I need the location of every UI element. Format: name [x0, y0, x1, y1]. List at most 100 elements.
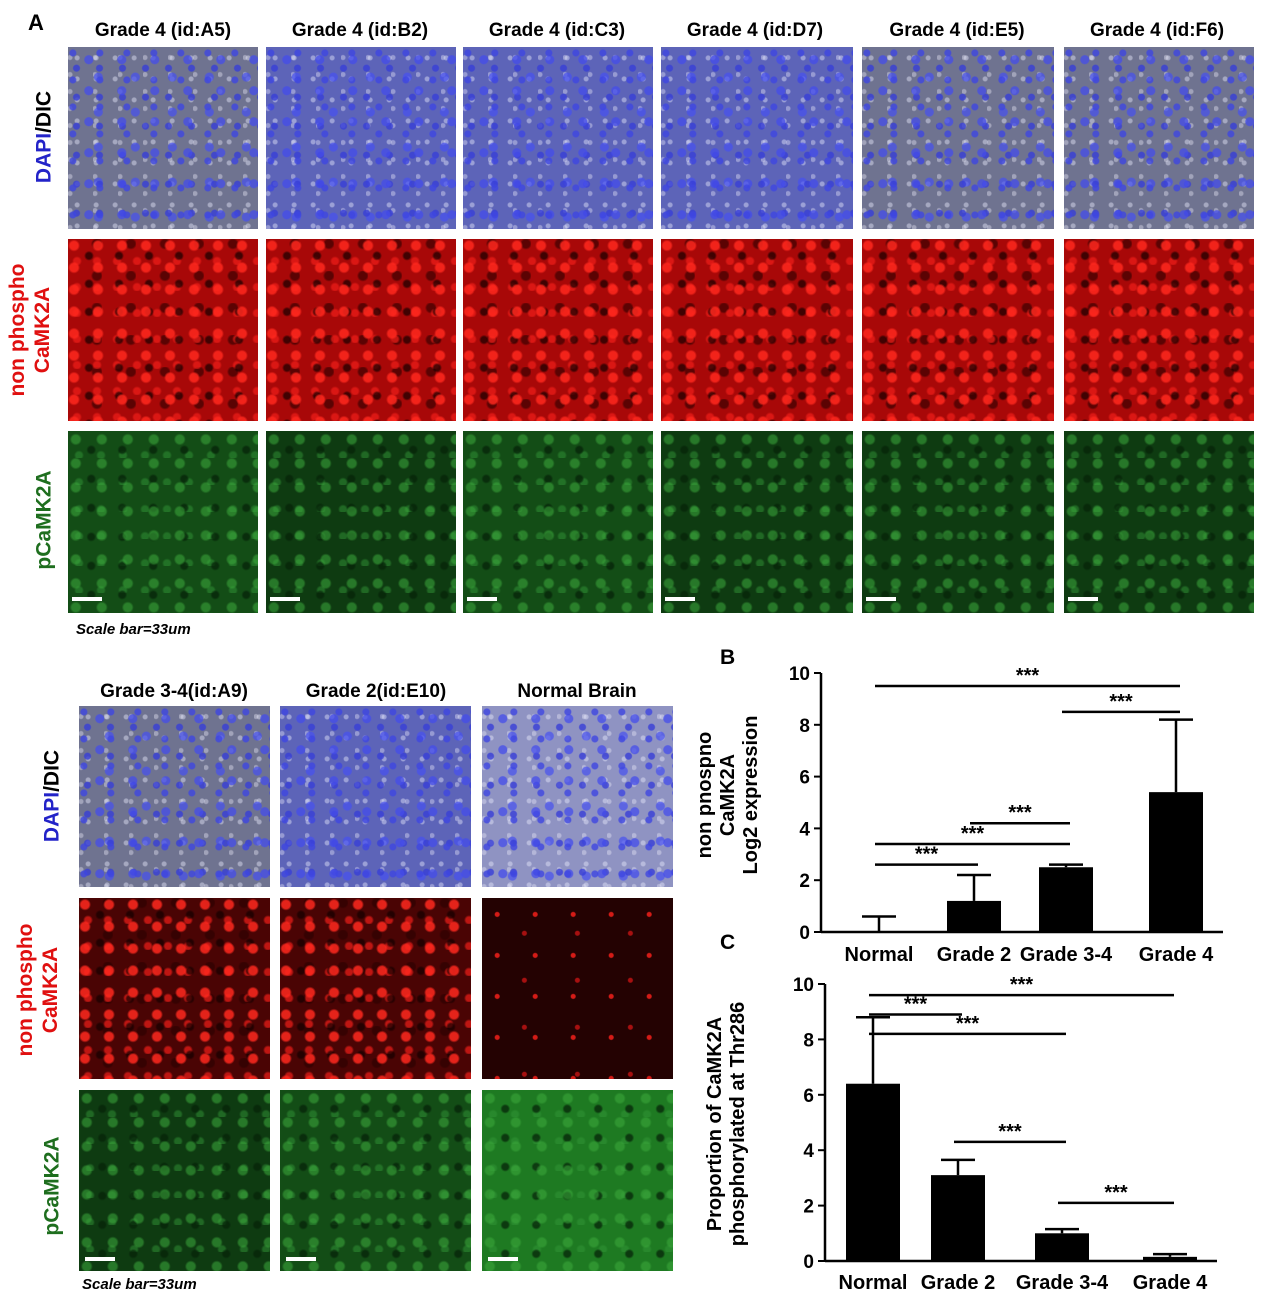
- y-tick-label: 4: [799, 819, 810, 840]
- image-camk2a-d7: [661, 239, 853, 421]
- bar-normal: [846, 1083, 900, 1261]
- x-tick-label: Normal: [845, 944, 914, 966]
- chart-c: C 0 2 4 6 8 10 Proportion of CaMK2Aphosphorylat…: [704, 931, 1217, 1294]
- image-pcamk2a-d7: [661, 431, 853, 613]
- y-tick-label: 0: [799, 923, 810, 944]
- image-dapi-a5: [68, 47, 258, 229]
- image-dapi-f6: [1064, 47, 1254, 229]
- image-dapi-e5: [862, 47, 1054, 229]
- column-header-f6: Grade 4 (id:F6): [1089, 20, 1225, 41]
- image-camk2a-a5: [68, 239, 258, 421]
- y-axis-label-line: CaMK2A: [717, 754, 739, 836]
- scale-bar: [467, 597, 497, 601]
- scale-bar-text-bottom: Scale bar=33um: [82, 1276, 197, 1293]
- bar-grade-2: [931, 1175, 985, 1261]
- bar-grade-3-4: [1039, 867, 1093, 932]
- y-axis-label-line: phosphorylated at Thr286: [727, 1002, 749, 1247]
- image-pcamk2a-e10: [280, 1090, 471, 1271]
- bar-grade-4: [1143, 1256, 1197, 1261]
- significance-label: ***: [1016, 665, 1040, 687]
- column-header-a9: Grade 3-4(id:A9): [100, 681, 248, 702]
- y-tick-label: 2: [803, 1197, 814, 1218]
- significance-label: ***: [956, 1013, 980, 1035]
- scale-bar: [665, 597, 695, 601]
- image-camk2a-c3: [463, 239, 653, 421]
- dapi-label: DAPI: [40, 791, 64, 843]
- y-axis-label-line: Log2 expression: [740, 716, 762, 875]
- column-header-b2: Grade 4 (id:B2): [291, 20, 429, 41]
- image-dapi-e10: [280, 706, 471, 887]
- y-tick-label: 0: [803, 1252, 814, 1273]
- scale-bar: [488, 1257, 518, 1261]
- x-tick-label: Grade 2: [921, 1272, 995, 1294]
- y-tick-label: 4: [803, 1141, 814, 1162]
- x-tick-label: Grade 3-4: [1020, 944, 1113, 966]
- panel-letter: C: [720, 931, 735, 954]
- significance-label: ***: [915, 844, 939, 866]
- image-dapi-a9: [79, 706, 270, 887]
- image-pcamk2a-b2: [266, 431, 456, 613]
- y-axis-label: non phosphoCaMK2ALog2 expression: [700, 716, 762, 875]
- row-label-dapi-dic-bottom: DAPI/DIC: [40, 750, 65, 842]
- x-tick-label: Grade 3-4: [1016, 1272, 1109, 1294]
- image-dapi-b2: [266, 47, 456, 229]
- y-axis-label-line: Proportion of CaMK2A: [704, 1017, 726, 1231]
- row-label-pcamk2a-top: pCaMK2A: [32, 470, 56, 570]
- chart-b: B 0 2 4 6 8 10 non phosphoCaMK2ALog2 expression…: [700, 646, 1223, 966]
- significance-label: ***: [1010, 974, 1034, 996]
- column-header-e5: Grade 4 (id:E5): [889, 20, 1025, 41]
- image-dapi-normal-brain: [482, 706, 673, 887]
- image-dapi-c3: [463, 47, 653, 229]
- image-camk2a-f6: [1064, 239, 1254, 421]
- camk2a-text: CaMK2A: [31, 286, 54, 374]
- panel-letter: B: [720, 646, 735, 669]
- row-label-dapi-dic-top: DAPI/DIC: [32, 91, 57, 183]
- x-tick-label: Grade 4: [1133, 1272, 1208, 1294]
- row-label-non-phospho-top: non phospho CaMK2A: [5, 264, 55, 397]
- significance-label: ***: [1104, 1182, 1128, 1204]
- bar-grade-3-4: [1035, 1233, 1089, 1261]
- x-tick-label: Grade 2: [937, 944, 1011, 966]
- image-pcamk2a-a9: [79, 1090, 270, 1271]
- image-camk2a-e10: [280, 898, 471, 1079]
- image-camk2a-b2: [266, 239, 456, 421]
- dic-label: /DIC: [40, 749, 64, 792]
- panel-a-letter: A: [28, 10, 44, 35]
- non-phospho-text: non phospho: [14, 923, 37, 1057]
- y-tick-label: 8: [799, 716, 810, 737]
- y-tick-label: 8: [803, 1030, 814, 1051]
- camk2a-text: CaMK2A: [39, 946, 62, 1034]
- significance-label: ***: [904, 993, 928, 1015]
- image-pcamk2a-e5: [862, 431, 1054, 613]
- scale-bar: [286, 1257, 316, 1261]
- scale-bar: [270, 597, 300, 601]
- y-axis-label: Proportion of CaMK2Aphosphorylated at Th…: [704, 1002, 749, 1247]
- row-label-non-phospho-bottom: non phospho CaMK2A: [13, 924, 63, 1057]
- scale-bar: [72, 597, 102, 601]
- row-label-pcamk2a-bottom: pCaMK2A: [40, 1136, 64, 1236]
- dapi-label: DAPI: [32, 132, 56, 184]
- image-camk2a-normal-brain: [482, 898, 673, 1079]
- significance-label: ***: [961, 823, 985, 845]
- image-dapi-d7: [661, 47, 853, 229]
- bar-grade-2: [947, 900, 1001, 932]
- x-tick-label: Grade 4: [1139, 944, 1214, 966]
- y-tick-label: 10: [789, 664, 810, 685]
- image-pcamk2a-c3: [463, 431, 653, 613]
- non-phospho-text: non phospho: [6, 263, 29, 397]
- scale-bar: [866, 597, 896, 601]
- dic-label: /DIC: [32, 90, 56, 133]
- y-axis-label-line: non phospho: [700, 732, 716, 859]
- column-header-e10: Grade 2(id:E10): [305, 681, 447, 702]
- x-tick-label: Normal: [839, 1272, 908, 1294]
- y-tick-label: 10: [793, 975, 814, 996]
- scale-bar: [1068, 597, 1098, 601]
- image-camk2a-e5: [862, 239, 1054, 421]
- significance-label: ***: [1109, 691, 1133, 713]
- scale-bar: [85, 1257, 115, 1261]
- y-tick-label: 2: [799, 871, 810, 892]
- significance-label: ***: [998, 1121, 1022, 1143]
- column-header-normal-brain: Normal Brain: [517, 681, 637, 702]
- scale-bar-text-top: Scale bar=33um: [76, 621, 191, 638]
- significance-label: ***: [1008, 802, 1032, 824]
